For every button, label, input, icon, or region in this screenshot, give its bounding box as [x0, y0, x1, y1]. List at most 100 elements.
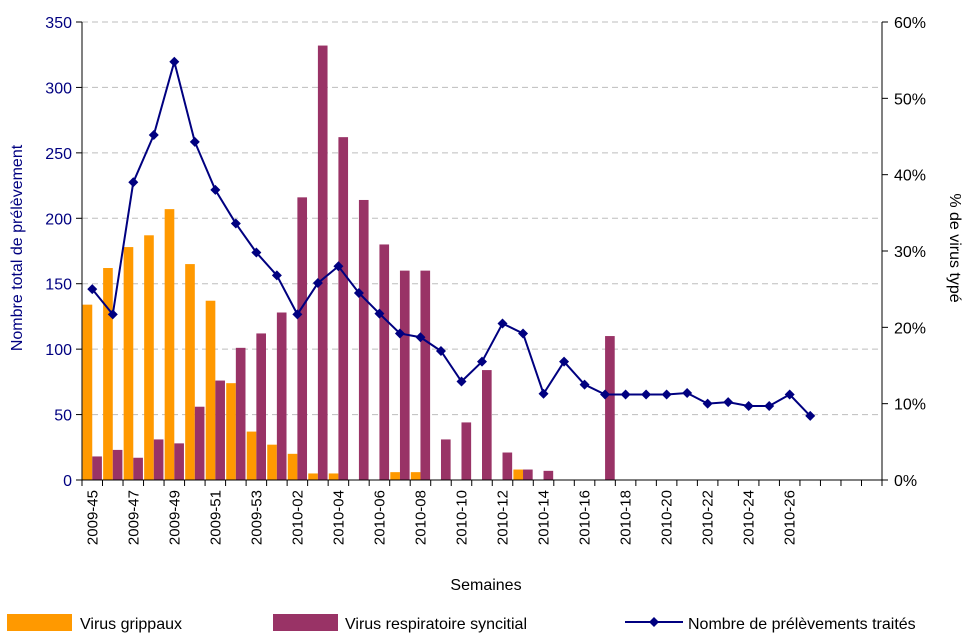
- bar-virus-grippaux: [513, 469, 524, 480]
- bar-virus-grippaux: [123, 247, 134, 480]
- line-point-marker: [702, 398, 713, 409]
- line-point-marker: [641, 389, 652, 400]
- y2-tick-label: 50%: [894, 91, 926, 108]
- y-tick-label: 300: [45, 80, 72, 97]
- line-prelevements: [91, 57, 811, 417]
- bar-virus-rsv: [399, 270, 410, 480]
- line-point-marker: [353, 287, 364, 298]
- bar-virus-rsv: [317, 45, 328, 480]
- legend-label-line: Nombre de prélèvements traités: [688, 616, 916, 633]
- line-point-marker: [435, 345, 446, 356]
- axes: [76, 21, 888, 486]
- bar-virus-rsv: [523, 469, 533, 480]
- x-tick-label: 2010-18: [618, 490, 635, 545]
- bar-virus-rsv: [338, 137, 349, 480]
- line-point-marker: [661, 389, 672, 400]
- line-point-marker: [148, 129, 159, 140]
- line-point-marker: [251, 247, 262, 258]
- x-tick-label: 2010-08: [412, 490, 429, 545]
- y2-axis-title: % de virus typé: [946, 193, 963, 302]
- x-tick-label: 2010-12: [495, 490, 512, 545]
- bar-virus-grippaux: [287, 453, 298, 480]
- bar-virus-grippaux: [185, 264, 195, 480]
- bar-virus-rsv: [194, 406, 205, 480]
- y-tick-label: 200: [45, 211, 72, 228]
- x-tick-label: 2010-26: [782, 490, 799, 545]
- bar-virus-grippaux: [82, 304, 93, 480]
- line-point-marker: [189, 136, 200, 147]
- line-point-marker: [230, 218, 241, 229]
- y2-tick-label: 40%: [894, 168, 926, 185]
- bar-virus-rsv: [174, 443, 184, 480]
- bar-virus-rsv: [256, 333, 266, 480]
- bar-virus-grippaux: [103, 268, 113, 480]
- bar-virus-rsv: [502, 452, 513, 480]
- y2-tick-label: 60%: [894, 15, 926, 32]
- bar-virus-grippaux: [308, 473, 318, 480]
- x-tick-label: 2009-51: [207, 490, 224, 545]
- bar-virus-rsv: [420, 270, 431, 480]
- line-point-marker: [107, 309, 118, 320]
- bar-virus-rsv: [358, 199, 369, 481]
- bar-virus-grippaux: [144, 235, 154, 480]
- x-tick-label: 2009-49: [166, 490, 183, 545]
- x-tick-label: 2010-04: [330, 490, 347, 545]
- line-series: [87, 56, 816, 421]
- x-tick-label: 2010-06: [371, 490, 388, 545]
- legend-item-line: Nombre de prélèvements traités: [625, 616, 916, 633]
- line-point-marker: [456, 376, 467, 387]
- x-tick-label: 2009-53: [248, 490, 265, 545]
- line-point-marker: [518, 328, 529, 339]
- bar-virus-rsv: [276, 312, 287, 480]
- bar-virus-rsv: [605, 336, 615, 480]
- x-tick-label: 2010-16: [577, 490, 594, 545]
- line-point-marker: [477, 356, 487, 367]
- line-point-marker: [764, 400, 775, 411]
- bar-virus-rsv: [153, 439, 164, 480]
- line-point-marker: [169, 56, 180, 67]
- bar-virus-rsv: [440, 439, 451, 480]
- bar-virus-rsv: [133, 457, 143, 480]
- x-tick-label: 2010-24: [741, 490, 758, 545]
- y-tick-label: 50: [54, 408, 72, 425]
- legend-item-grippaux: Virus grippaux: [7, 614, 182, 633]
- y-tick-label: 0: [63, 473, 72, 490]
- legend-swatch-grippaux: [7, 614, 72, 631]
- legend-swatch-rsv: [273, 614, 338, 631]
- line-point-marker: [600, 389, 611, 400]
- legend-label-rsv: Virus respiratoire syncitial: [345, 616, 527, 633]
- bar-virus-grippaux: [164, 209, 175, 480]
- line-point-marker: [210, 184, 221, 195]
- y2-tick-label: 20%: [894, 320, 926, 337]
- bar-virus-grippaux: [226, 383, 236, 480]
- x-tick-label: 2010-22: [700, 490, 717, 545]
- bar-virus-rsv: [297, 197, 308, 480]
- bar-virus-grippaux: [390, 472, 400, 480]
- line-point-marker: [559, 356, 570, 367]
- bar-virus-rsv: [215, 380, 225, 480]
- y-axis-title: Nombre total de prélèvement: [9, 144, 26, 351]
- line-point-marker: [579, 379, 590, 390]
- bar-virus-grippaux: [205, 300, 216, 480]
- line-point-marker: [271, 270, 282, 281]
- line-point-marker: [128, 177, 139, 188]
- y-axis-ticks: 0 50 100 150 200 250 300 350: [45, 15, 72, 490]
- bar-virus-rsv: [235, 347, 246, 480]
- bar-virus-rsv: [92, 456, 102, 480]
- gridlines: [82, 21, 882, 416]
- line-point-marker: [805, 410, 816, 421]
- line-point-marker: [620, 389, 631, 400]
- y2-tick-label: 10%: [894, 397, 926, 414]
- line-point-marker: [538, 388, 549, 399]
- legend-diamond-marker: [649, 617, 659, 627]
- bar-series: [82, 45, 615, 481]
- line-point-marker: [87, 284, 98, 295]
- x-tick-label: 2010-10: [453, 490, 470, 545]
- line-point-marker: [723, 397, 734, 408]
- y-tick-label: 150: [45, 277, 72, 294]
- bar-virus-rsv: [112, 449, 123, 480]
- y-tick-label: 250: [45, 146, 72, 163]
- line-point-marker: [682, 387, 693, 398]
- bar-virus-grippaux: [410, 472, 421, 480]
- line-point-marker: [394, 328, 405, 339]
